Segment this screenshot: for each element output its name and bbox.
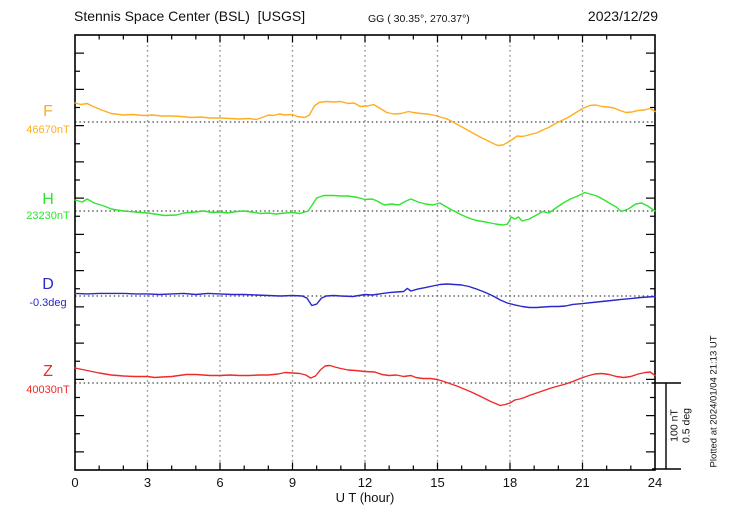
x-tick-label: 15 — [430, 475, 444, 490]
x-tick-label: 12 — [358, 475, 372, 490]
scale-bar-deg-label: 0.5 deg — [680, 407, 692, 444]
x-tick-label: 3 — [144, 475, 151, 490]
series-baseline-value-H: 23230nT — [26, 210, 70, 222]
trace-F — [74, 100, 656, 147]
series-baseline-value-Z: 40030nT — [26, 384, 70, 396]
series-label-F: F — [43, 103, 53, 120]
scale-bar-label: 100 nT 0.5 deg — [668, 404, 693, 448]
plot-border — [74, 34, 656, 471]
plot-date: 2023/12/29 — [587, 8, 658, 24]
x-tick-label: 24 — [648, 475, 662, 490]
trace-Z — [74, 364, 656, 407]
x-axis-title: U T (hour) — [335, 490, 395, 505]
x-tick-label: 0 — [71, 475, 78, 490]
x-tick-label: 18 — [503, 475, 517, 490]
series-baseline-value-F: 46670nT — [26, 124, 70, 136]
x-tick-label: 9 — [289, 475, 296, 490]
scale-bar-nt-label: 100 nT — [668, 409, 681, 442]
trace-D — [74, 283, 656, 309]
series-label-D: D — [42, 276, 54, 293]
plotted-timestamp-note: Plotted at 2024/01/04 21:13 UT — [708, 335, 720, 468]
series-baseline-value-D: -0.3deg — [29, 297, 67, 309]
x-tick-label: 21 — [575, 475, 589, 490]
trace-H — [74, 191, 656, 226]
station-coordinates: GG ( 30.35°, 270.37°) — [368, 13, 470, 25]
series-label-Z: Z — [43, 363, 53, 380]
series-label-H: H — [42, 191, 54, 208]
x-tick-label: 6 — [216, 475, 223, 490]
page-title: Stennis Space Center (BSL) [USGS] — [74, 8, 306, 24]
